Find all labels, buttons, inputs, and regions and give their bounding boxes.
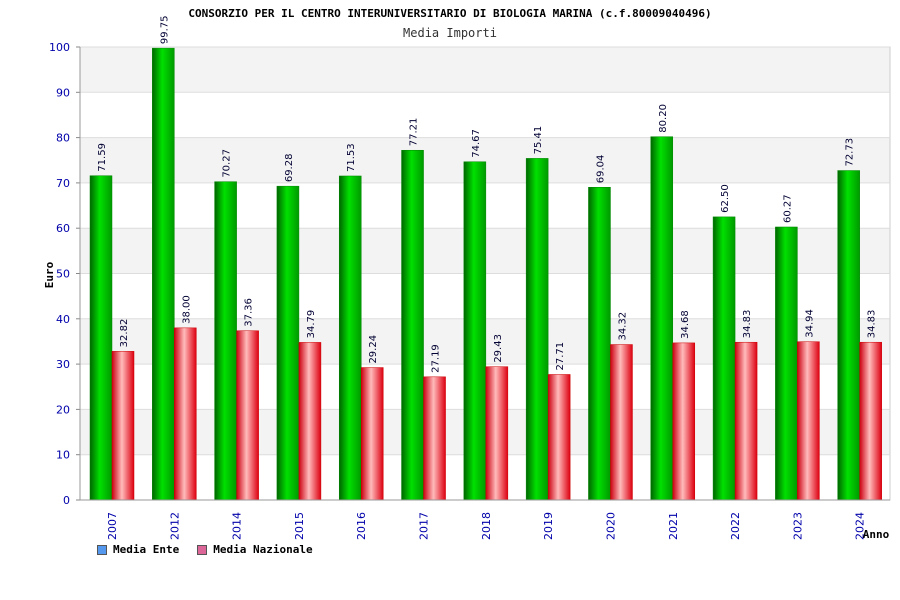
- y-tick-label: 90: [56, 86, 70, 99]
- legend-item-media-nazionale: Media Nazionale: [197, 543, 313, 556]
- bar-media-nazionale: [423, 376, 446, 501]
- x-tick-label: 2021: [667, 512, 680, 540]
- y-tick-label: 20: [56, 403, 70, 416]
- y-axis-ticks: 0 10 20 30 40 50 60 70 80 90 100: [49, 41, 81, 507]
- data-label: 34.83: [742, 310, 753, 339]
- bar-media-ente: [775, 226, 798, 501]
- bar-media-nazionale: [734, 341, 758, 501]
- x-tick-label: 2018: [480, 512, 493, 540]
- y-tick-label: 70: [56, 177, 70, 190]
- bar-media-nazionale: [610, 344, 633, 501]
- data-label: 62.50: [720, 184, 731, 213]
- data-label: 29.43: [493, 334, 504, 363]
- x-tick-label: 2019: [542, 512, 555, 540]
- data-label: 27.19: [431, 344, 442, 373]
- y-tick-label: 0: [63, 494, 70, 507]
- data-label: 38.00: [181, 295, 192, 324]
- bar-media-nazionale: [236, 330, 259, 501]
- x-tick-label: 2017: [418, 512, 431, 540]
- data-label: 69.04: [595, 155, 606, 184]
- bar-media-ente: [837, 170, 860, 501]
- data-label: 34.68: [680, 310, 691, 339]
- x-tick-label: 2024: [854, 512, 867, 540]
- x-tick-label: 2023: [791, 512, 804, 540]
- data-label: 34.79: [306, 310, 317, 339]
- data-label: 99.75: [159, 15, 170, 44]
- bar-media-nazionale: [485, 366, 509, 501]
- legend-swatch: [197, 544, 208, 555]
- y-tick-label: 60: [56, 222, 70, 235]
- bar-media-ente: [463, 161, 487, 501]
- bar-media-ente: [89, 175, 113, 501]
- data-label: 60.27: [782, 194, 793, 223]
- data-label: 34.94: [804, 309, 815, 338]
- x-tick-label: 2015: [293, 512, 306, 540]
- y-tick-label: 100: [49, 41, 70, 54]
- bar-media-nazionale: [547, 374, 571, 501]
- y-tick-label: 30: [56, 358, 70, 371]
- x-tick-label: 2016: [355, 512, 368, 540]
- y-axis-label: Euro: [43, 261, 56, 288]
- data-label: 69.28: [284, 154, 295, 183]
- x-tick-label: 2022: [729, 512, 742, 540]
- data-label: 77.21: [409, 118, 420, 147]
- y-tick-label: 50: [56, 268, 70, 281]
- bar-media-nazionale: [360, 367, 384, 501]
- bar-media-ente: [401, 149, 424, 501]
- data-label: 71.53: [346, 143, 357, 172]
- y-tick-label: 40: [56, 313, 70, 326]
- x-axis-ticks: 2007 2012 2014 2015 2016 2017 2018 2019 2020 2021…: [80, 499, 890, 540]
- legend-label: Media Ente: [113, 543, 180, 556]
- y-tick-label: 10: [56, 449, 70, 462]
- legend-label: Media Nazionale: [213, 543, 313, 556]
- value-labels: 71.59 32.82 99.75 38.00 70.27 37.36 69.28 34.79…: [97, 15, 878, 372]
- data-label: 70.27: [222, 149, 233, 178]
- data-label: 34.83: [867, 310, 878, 339]
- data-label: 80.20: [658, 104, 669, 133]
- bar-media-nazionale: [672, 342, 696, 501]
- plot-band: [80, 92, 890, 138]
- bars-group: [89, 47, 882, 501]
- x-tick-label: 2007: [106, 512, 119, 540]
- bar-media-nazionale: [111, 351, 135, 501]
- bar-media-ente: [276, 185, 300, 501]
- chart-title: CONSORZIO PER IL CENTRO INTERUNIVERSITAR…: [188, 7, 711, 20]
- bar-media-ente: [338, 175, 362, 501]
- data-label: 29.24: [368, 335, 379, 364]
- bar-media-nazionale: [859, 341, 882, 501]
- bar-media-ente: [650, 136, 674, 501]
- x-tick-label: 2012: [168, 512, 181, 540]
- data-label: 74.67: [471, 129, 482, 158]
- x-tick-label: 2020: [604, 512, 617, 540]
- data-label: 37.36: [244, 298, 255, 327]
- bar-media-nazionale: [174, 327, 197, 501]
- data-label: 32.82: [119, 319, 130, 348]
- data-label: 27.71: [555, 342, 566, 371]
- bar-media-ente: [152, 47, 175, 501]
- data-label: 75.41: [533, 126, 544, 155]
- data-label: 34.32: [617, 312, 628, 341]
- bar-media-ente: [588, 186, 611, 501]
- bar-media-ente: [525, 158, 549, 501]
- legend-swatch: [97, 544, 107, 555]
- bar-media-ente: [214, 181, 237, 501]
- x-tick-label: 2014: [231, 512, 244, 540]
- y-tick-label: 80: [56, 132, 70, 145]
- legend: Media Ente Media Nazionale: [97, 543, 313, 556]
- legend-item-media-ente: Media Ente: [97, 543, 179, 556]
- plot-band: [80, 47, 890, 93]
- data-label: 71.59: [97, 143, 108, 172]
- bar-media-nazionale: [298, 342, 322, 501]
- bar-media-ente: [712, 216, 736, 501]
- bar-media-nazionale: [797, 341, 820, 501]
- x-axis-label: Anno: [863, 528, 890, 541]
- data-label: 72.73: [845, 138, 856, 167]
- chart-subtitle: Media Importi: [403, 26, 497, 40]
